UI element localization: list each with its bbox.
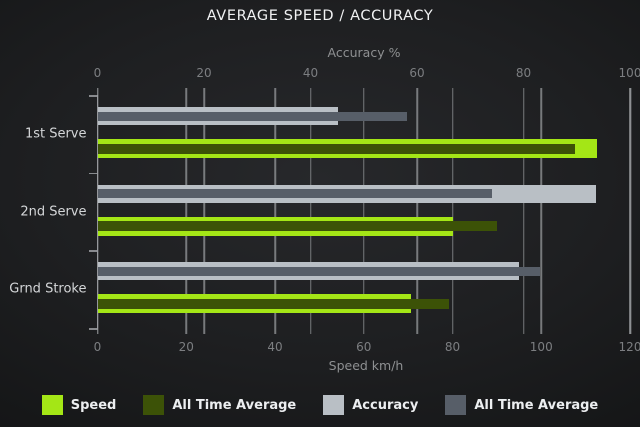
gridline-accuracy-40: [309, 88, 312, 334]
gridline-speed-60: [363, 88, 365, 334]
legend: Speed All Time Average Accuracy All Time Av…: [0, 395, 640, 415]
bar-accuracy-average-grnd-stroke: [98, 266, 540, 276]
legend-swatch-icon: [41, 395, 63, 415]
legend-item-label: All Time Average: [172, 397, 297, 413]
gridline-accuracy-20: [203, 88, 205, 334]
bar-accuracy-average-2nd-serve: [98, 189, 493, 199]
category-label-1st-serve: 1st Serve: [24, 126, 87, 142]
top-tick-20: 20: [196, 66, 212, 80]
bottom-tick-80: 80: [444, 340, 461, 354]
bar-speed-average-grnd-stroke: [98, 298, 449, 309]
legend-swatch-icon: [143, 395, 165, 415]
gridline-speed-120: [629, 88, 631, 334]
y-axis-tick: [88, 95, 98, 97]
top-axis-title: Accuracy %: [327, 45, 401, 60]
bottom-tick-0: 0: [93, 340, 102, 354]
gridline-accuracy-80: [522, 88, 525, 334]
top-tick-60: 60: [409, 66, 425, 80]
category-label-grnd-stroke: Grnd Stroke: [9, 281, 87, 297]
top-tick-0: 0: [93, 66, 102, 80]
legend-item-label: Accuracy: [352, 397, 419, 413]
top-tick-40: 40: [302, 66, 319, 80]
bottom-axis-title: Speed km/h: [328, 358, 404, 373]
top-tick-100: 100: [618, 66, 640, 80]
legend-swatch-icon: [323, 395, 345, 415]
gridline-speed-80: [451, 88, 454, 334]
gridline-speed-40: [274, 88, 276, 334]
category-label-2nd-serve: 2nd Serve: [20, 204, 87, 219]
chart-title: AVERAGE SPEED / ACCURACY: [206, 8, 434, 24]
legend-item-all-time-average-3[interactable]: All Time Average: [445, 395, 598, 415]
bottom-tick-100: 100: [529, 340, 553, 354]
bottom-tick-120: 120: [618, 340, 640, 354]
bar-speed-average-2nd-serve: [98, 221, 498, 232]
bottom-tick-60: 60: [356, 340, 372, 354]
bottom-tick-40: 40: [267, 340, 283, 354]
top-tick-80: 80: [515, 66, 532, 80]
legend-item-label: All Time Average: [474, 397, 599, 413]
legend-item-accuracy-2[interactable]: Accuracy: [323, 395, 418, 415]
bar-accuracy-average-1st-serve: [98, 111, 407, 121]
bottom-tick-20: 20: [178, 340, 194, 354]
legend-item-all-time-average-1[interactable]: All Time Average: [143, 395, 296, 415]
gridline-accuracy-60: [416, 88, 418, 334]
y-axis-tick: [88, 250, 98, 252]
gridline-speed-100: [540, 88, 542, 334]
y-axis-tick: [88, 172, 98, 175]
y-axis-line: [96, 95, 98, 329]
gridline-speed-20: [185, 88, 187, 334]
y-axis-tick: [88, 328, 98, 330]
legend-item-label: Speed: [70, 397, 117, 413]
legend-item-speed-0[interactable]: Speed: [41, 395, 117, 415]
bar-speed-average-1st-serve: [98, 143, 576, 154]
legend-swatch-icon: [445, 395, 467, 415]
